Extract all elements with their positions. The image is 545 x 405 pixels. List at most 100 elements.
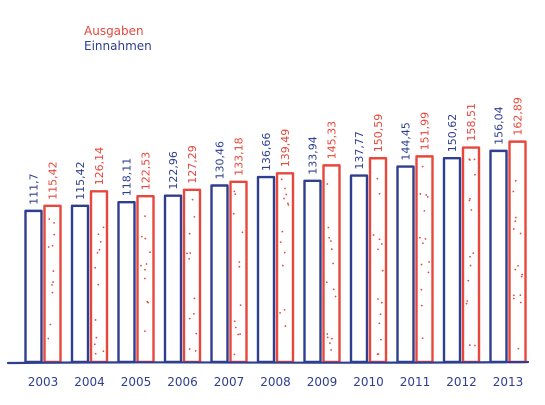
bar-ausgaben-dot (284, 325, 287, 327)
bar-ausgaben-dot (514, 179, 517, 182)
x-tick-label: 2009 (307, 375, 338, 389)
bar-ausgaben-dot (98, 248, 101, 251)
bar-ausgaben-dot (421, 337, 424, 340)
value-label-einnahmen: 115,42 (74, 161, 87, 200)
bar-ausgaben-dot (281, 230, 284, 233)
bar-ausgaben-dot (517, 347, 520, 350)
x-tick-label: 2007 (214, 375, 245, 389)
bar-ausgaben-dot (378, 238, 381, 241)
value-label-einnahmen: 150,62 (446, 114, 459, 153)
bar-ausgaben-dot (428, 261, 430, 263)
bar-ausgaben-dot (378, 322, 381, 325)
bar-ausgaben-dot (99, 240, 102, 243)
bar-einnahmen (489, 149, 508, 364)
x-tick-label: 2003 (28, 375, 59, 389)
bar-ausgaben-dot (193, 216, 196, 218)
bar-ausgaben-dot (332, 288, 335, 291)
bar-ausgaben-dot (283, 197, 285, 200)
bar-ausgaben-dot (189, 252, 192, 254)
x-tick-label: 2013 (493, 375, 524, 389)
x-tick-label: 2012 (446, 375, 477, 389)
bar-ausgaben-dot (328, 236, 331, 239)
chart-legend: Ausgaben Einnahmen (84, 24, 152, 54)
value-label-ausgaben: 151,99 (419, 112, 432, 151)
bar-ausgaben-dot (193, 297, 196, 300)
bar-ausgaben-dot (149, 251, 151, 254)
value-label-ausgaben: 158,51 (465, 103, 478, 142)
bar-ausgaben-dot (379, 338, 382, 341)
bar-ausgaben-dot (380, 243, 383, 245)
x-tick-label: 2008 (260, 375, 291, 389)
bar-ausgaben-dot (94, 319, 97, 321)
bar-ausgaben-dot (420, 288, 423, 291)
bar-ausgaben-dot (378, 192, 381, 195)
bar-ausgaben-dot (143, 277, 146, 280)
value-label-ausgaben: 126,14 (93, 147, 106, 186)
bar-ausgaben-dot (285, 193, 288, 196)
bar-ausgaben-dot (287, 204, 290, 206)
value-label-einnahmen: 118,11 (121, 158, 134, 197)
bar-ausgaben-dot (140, 264, 142, 267)
value-label-ausgaben: 133,18 (233, 137, 246, 176)
bar-ausgaben-dot (381, 269, 384, 272)
bar-ausgaben-dot (422, 242, 424, 245)
bar-ausgaben-dot (188, 317, 191, 320)
bar-ausgaben-dot (512, 294, 515, 297)
bar-einnahmen (349, 174, 369, 364)
bar-ausgaben-dot (325, 281, 328, 284)
bar-ausgaben-dot (423, 209, 426, 212)
bar-ausgaben-dot (420, 263, 423, 266)
bar-ausgaben-dot (234, 326, 237, 329)
bar-ausgaben-dot (238, 261, 241, 263)
bar-ausgaben-dot (51, 291, 54, 294)
bar-ausgaben (508, 140, 527, 364)
value-label-ausgaben: 122,53 (140, 152, 153, 191)
value-label-einnahmen: 133,94 (307, 136, 320, 175)
x-tick-label: 2004 (74, 375, 105, 389)
bar-ausgaben-dot (377, 248, 379, 251)
bar-ausgaben-dot (280, 178, 283, 181)
bar-ausgaben-dot (419, 193, 422, 195)
bar-ausgaben-dot (47, 337, 50, 340)
bar-ausgaben-dot (143, 330, 146, 333)
bar-ausgaben (368, 157, 388, 364)
bar-ausgaben-dot (468, 344, 471, 346)
bar-ausgaben-dot (48, 218, 51, 220)
bar-ausgaben-dot (379, 313, 382, 316)
bar-ausgaben-dot (283, 251, 286, 254)
bar-ausgaben-dot (233, 190, 236, 193)
bar-einnahmen (256, 175, 276, 364)
bar-ausgaben-dot (421, 165, 424, 168)
bar-ausgaben-dot (239, 304, 242, 307)
bar-ausgaben-dot (326, 333, 329, 335)
bar-ausgaben-dot (146, 300, 149, 303)
bar-ausgaben-dot (94, 352, 97, 355)
bar-ausgaben-dot (51, 244, 54, 247)
value-label-ausgaben: 139,49 (279, 129, 292, 168)
legend-item-ausgaben: Ausgaben (84, 24, 144, 38)
bar-ausgaben-dot (514, 220, 517, 223)
bar-ausgaben-dot (470, 209, 473, 211)
bar-ausgaben-dot (512, 190, 515, 193)
bar-ausgaben-dot (334, 295, 337, 298)
bar-ausgaben-dot (519, 301, 522, 304)
bar-ausgaben (275, 172, 295, 364)
x-tick-label: 2011 (400, 375, 431, 389)
bar-ausgaben-dot (512, 297, 515, 300)
bar-ausgaben-dot (420, 304, 423, 307)
bar-ausgaben-dot (467, 279, 470, 282)
bar-ausgaben-dot (287, 202, 289, 205)
bar-ausgaben-dot (144, 237, 147, 240)
bar-ausgaben-dot (330, 248, 333, 251)
bar-ausgaben-dot (329, 240, 332, 242)
bar-ausgaben-dot (418, 236, 421, 239)
bar-ausgaben-dot (520, 275, 523, 278)
bar-ausgaben-dot (145, 263, 148, 265)
bar-ausgaben-dot (188, 232, 191, 235)
bar-ausgaben-dot (49, 323, 52, 326)
bar-ausgaben-dot (376, 353, 379, 356)
x-tick-label: 2006 (167, 375, 198, 389)
bar-ausgaben-dot (195, 332, 198, 335)
bar-ausgaben-dot (330, 349, 332, 351)
bar-ausgaben-dot (102, 350, 105, 353)
